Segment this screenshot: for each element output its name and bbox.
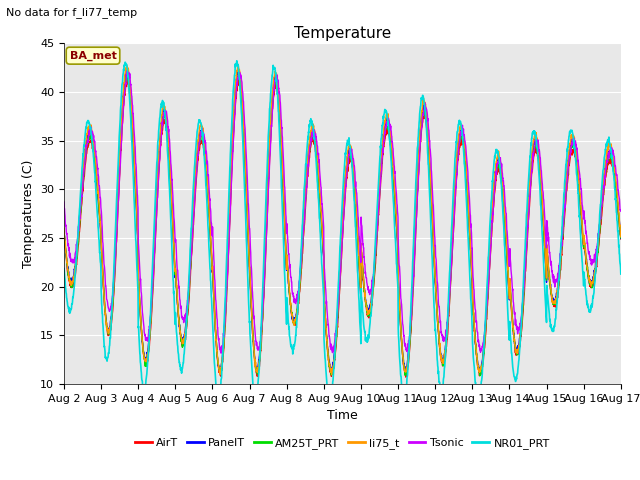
Legend: AirT, PanelT, AM25T_PRT, li75_t, Tsonic, NR01_PRT: AirT, PanelT, AM25T_PRT, li75_t, Tsonic,… xyxy=(131,433,554,454)
X-axis label: Time: Time xyxy=(327,409,358,422)
Text: No data for f_li77_temp: No data for f_li77_temp xyxy=(6,7,138,18)
Text: BA_met: BA_met xyxy=(70,50,116,61)
Y-axis label: Temperatures (C): Temperatures (C) xyxy=(22,159,35,268)
Title: Temperature: Temperature xyxy=(294,25,391,41)
